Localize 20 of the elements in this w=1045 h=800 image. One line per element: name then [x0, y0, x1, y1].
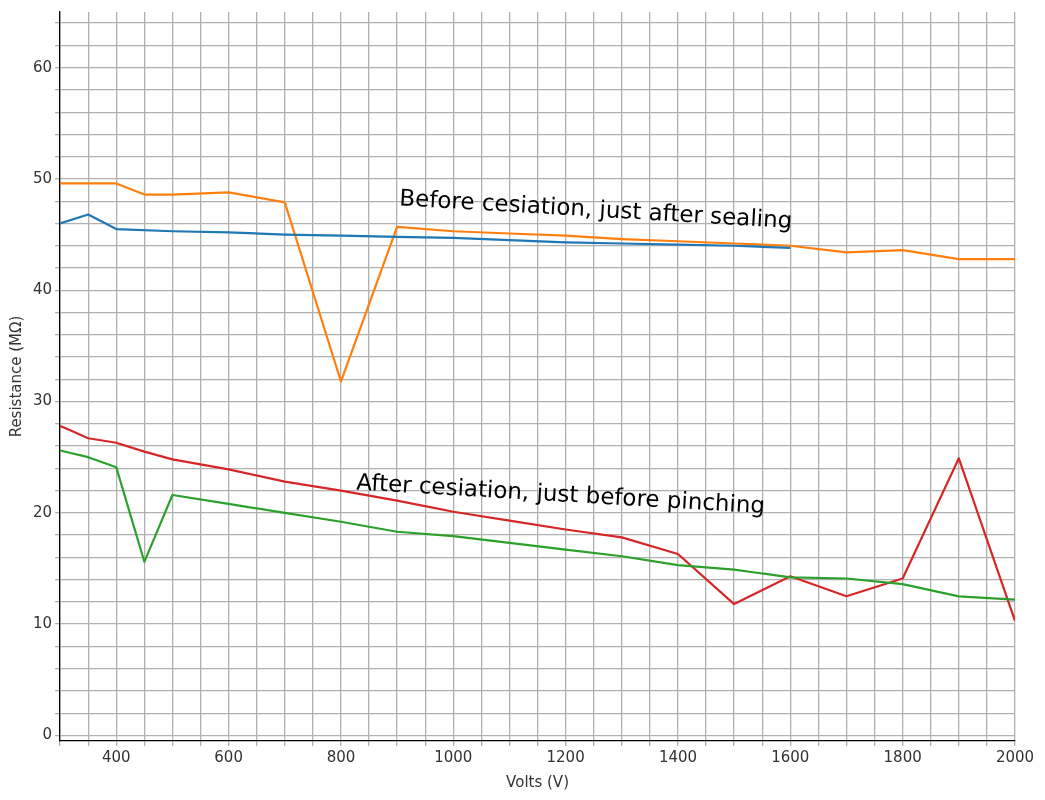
- x-axis-title: Volts (V): [506, 772, 569, 791]
- y-axis-title: Resistance (MΩ): [6, 315, 25, 438]
- annotation: After cesiation, just before pinching: [355, 468, 766, 519]
- x-tick-label: 1200: [546, 747, 585, 766]
- y-tick-label: 40: [32, 280, 53, 299]
- y-tick-label: 0: [42, 725, 53, 744]
- x-tick-label: 400: [101, 747, 131, 766]
- annotation: Before cesiation, just after sealing: [398, 184, 794, 233]
- y-tick-label: 10: [32, 614, 53, 633]
- x-tick-label: 1600: [771, 747, 810, 766]
- x-tick-label: 1800: [883, 747, 922, 766]
- x-tick-label: 600: [214, 747, 243, 766]
- y-tick-label: 30: [32, 391, 53, 410]
- y-tick-label: 20: [32, 502, 53, 521]
- x-tick-label: 1400: [658, 747, 698, 766]
- y-tick-label: 50: [32, 168, 53, 187]
- x-tick-label: 2000: [995, 747, 1035, 766]
- x-tick-label: 1000: [434, 747, 473, 766]
- x-tick-label: 800: [326, 747, 356, 766]
- y-tick-label: 60: [32, 57, 53, 76]
